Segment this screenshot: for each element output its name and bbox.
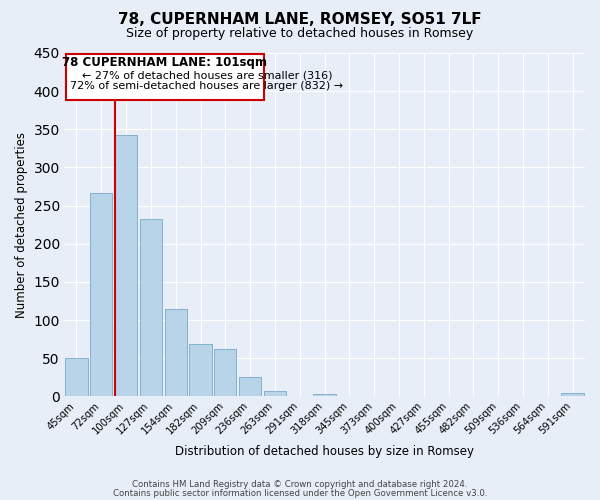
Text: 78, CUPERNHAM LANE, ROMSEY, SO51 7LF: 78, CUPERNHAM LANE, ROMSEY, SO51 7LF — [118, 12, 482, 28]
Bar — [264, 391, 286, 396]
Text: 72% of semi-detached houses are larger (832) →: 72% of semi-detached houses are larger (… — [70, 81, 343, 91]
Text: Contains public sector information licensed under the Open Government Licence v3: Contains public sector information licen… — [113, 488, 487, 498]
Y-axis label: Number of detached properties: Number of detached properties — [15, 132, 28, 318]
Bar — [214, 349, 236, 397]
Bar — [90, 192, 112, 396]
Text: 78 CUPERNHAM LANE: 101sqm: 78 CUPERNHAM LANE: 101sqm — [62, 56, 268, 70]
Bar — [115, 136, 137, 396]
Text: ← 27% of detached houses are smaller (316): ← 27% of detached houses are smaller (31… — [82, 70, 333, 80]
Text: Size of property relative to detached houses in Romsey: Size of property relative to detached ho… — [127, 28, 473, 40]
Bar — [140, 220, 162, 396]
Bar — [562, 392, 584, 396]
Bar — [164, 310, 187, 396]
Bar — [190, 344, 212, 397]
Bar — [65, 358, 88, 397]
FancyBboxPatch shape — [66, 54, 264, 100]
X-axis label: Distribution of detached houses by size in Romsey: Distribution of detached houses by size … — [175, 444, 474, 458]
Bar — [239, 378, 261, 396]
Bar — [313, 394, 336, 396]
Text: Contains HM Land Registry data © Crown copyright and database right 2024.: Contains HM Land Registry data © Crown c… — [132, 480, 468, 489]
